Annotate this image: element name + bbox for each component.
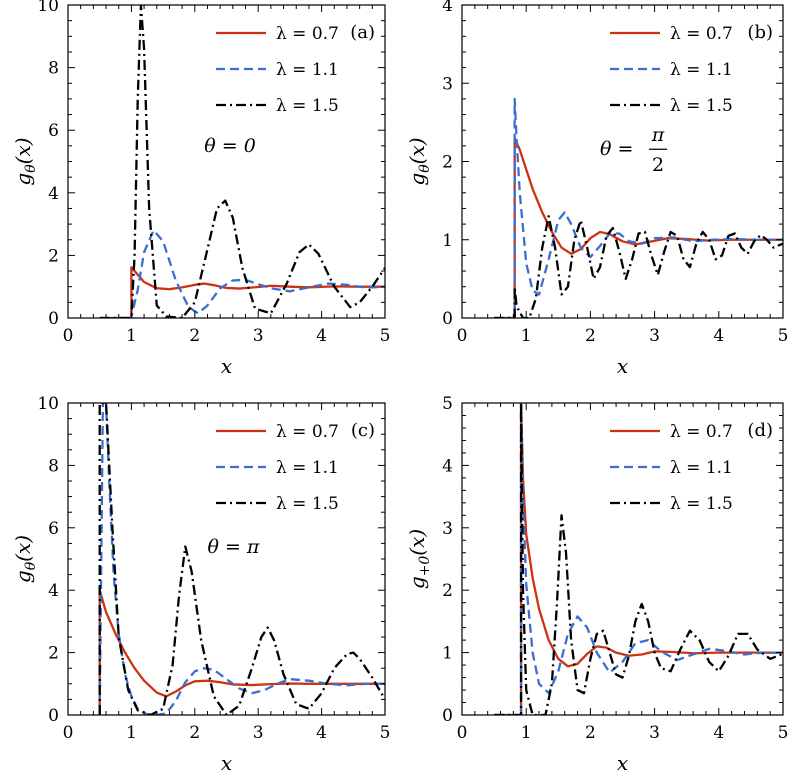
- series-line-1: [494, 136, 783, 318]
- y-tick-label: 0: [442, 706, 453, 726]
- x-tick-label: 4: [316, 723, 327, 743]
- y-tick-label: 4: [48, 581, 59, 601]
- legend-label-3: λ = 1.5: [670, 96, 733, 116]
- panel-tag: (a): [350, 22, 375, 43]
- y-tick-label: 1: [442, 644, 453, 664]
- y-tick-label: 10: [37, 394, 59, 414]
- x-tick-label: 1: [521, 326, 532, 346]
- x-tick-label: 3: [253, 723, 264, 743]
- x-axis-label: x: [617, 354, 628, 378]
- panel-1: 0 1 2 3 4 5 0 2 4 6 8 10 x gθ(x) λ = 0.7 λ = 1.1 λ = 1.5…: [11, 0, 390, 378]
- series-line-1: [98, 589, 385, 715]
- series-line-1: [99, 266, 385, 318]
- y-tick-label: 4: [442, 0, 453, 16]
- legend-label-1: λ = 0.7: [276, 24, 339, 44]
- y-tick-label: 6: [48, 121, 59, 141]
- x-tick-label: 2: [585, 723, 596, 743]
- y-tick-label: 0: [48, 309, 59, 329]
- x-axis-label: x: [221, 751, 232, 775]
- series-line-2: [99, 229, 385, 318]
- x-tick-label: 3: [649, 326, 660, 346]
- series-line-2: [494, 97, 783, 318]
- x-tick-label: 5: [778, 723, 789, 743]
- plot-frame: [67, 402, 386, 716]
- theta-annotation-lhs: θ =: [600, 138, 633, 160]
- series-line-2: [494, 403, 783, 715]
- y-tick-label: 10: [37, 0, 59, 16]
- x-tick-label: 3: [649, 723, 660, 743]
- x-tick-label: 2: [585, 326, 596, 346]
- series-line-2: [98, 403, 385, 715]
- y-axis-label: gθ(x): [11, 535, 39, 583]
- x-tick-label: 0: [457, 723, 468, 743]
- plot-frame: [461, 402, 784, 716]
- y-tick-label: 2: [48, 644, 59, 664]
- legend-label-1: λ = 0.7: [276, 422, 339, 442]
- y-tick-label: 3: [442, 74, 453, 94]
- y-tick-label: 3: [442, 519, 453, 539]
- x-tick-label: 1: [126, 723, 137, 743]
- legend-label-3: λ = 1.5: [276, 494, 339, 514]
- panel-4: 0 1 2 3 4 5 0 1 2 3 4 5 x g+0(x) λ = 0.7 λ = 1.1 λ = 1.5…: [405, 394, 788, 775]
- y-tick-label: 4: [48, 184, 59, 204]
- y-tick-label: 2: [48, 246, 59, 266]
- x-tick-label: 4: [713, 326, 724, 346]
- x-tick-label: 5: [380, 326, 391, 346]
- x-tick-label: 2: [189, 723, 200, 743]
- panel-tag: (c): [351, 420, 375, 441]
- x-tick-label: 3: [253, 326, 264, 346]
- theta-annotation-denominator: 2: [652, 154, 664, 176]
- plot-frame: [67, 4, 386, 319]
- x-tick-label: 1: [126, 326, 137, 346]
- y-tick-label: 0: [442, 309, 453, 329]
- x-tick-label: 0: [457, 326, 468, 346]
- y-axis-label: g+0(x): [405, 529, 433, 589]
- theta-annotation: θ = π: [207, 536, 259, 558]
- x-axis-label: x: [617, 751, 628, 775]
- x-tick-label: 4: [713, 723, 724, 743]
- x-tick-label: 2: [189, 326, 200, 346]
- x-tick-label: 0: [63, 723, 74, 743]
- panel-tag: (b): [747, 22, 773, 43]
- y-tick-label: 2: [442, 581, 453, 601]
- legend-label-2: λ = 1.1: [670, 458, 733, 478]
- y-tick-label: 5: [442, 394, 453, 414]
- legend-label-1: λ = 0.7: [670, 422, 733, 442]
- legend-label-3: λ = 1.5: [276, 96, 339, 116]
- y-tick-label: 0: [48, 706, 59, 726]
- y-tick-label: 2: [442, 153, 453, 173]
- x-tick-label: 5: [778, 326, 789, 346]
- series-line-3: [494, 215, 783, 318]
- series-line-3: [98, 403, 385, 715]
- y-tick-label: 1: [442, 231, 453, 251]
- series-line-1: [494, 403, 783, 715]
- legend-label-1: λ = 0.7: [670, 24, 733, 44]
- theta-annotation: θ = 0: [204, 135, 256, 157]
- y-tick-label: 4: [442, 456, 453, 476]
- series-line-3: [494, 403, 783, 715]
- panel-2: 0 1 2 3 4 5 0 1 2 3 4 x gθ(x) λ = 0.7 λ = 1.1 λ = 1.5 (b…: [405, 0, 788, 378]
- x-axis-label: x: [221, 354, 232, 378]
- plot-frame: [461, 4, 784, 319]
- y-tick-label: 8: [48, 59, 59, 79]
- x-tick-label: 0: [63, 326, 74, 346]
- legend-label-2: λ = 1.1: [670, 60, 733, 80]
- x-tick-label: 4: [316, 326, 327, 346]
- y-axis-label: gθ(x): [405, 137, 433, 185]
- legend-label-2: λ = 1.1: [276, 458, 339, 478]
- x-tick-label: 5: [380, 723, 391, 743]
- panel-tag: (d): [747, 420, 773, 441]
- legend-label-2: λ = 1.1: [276, 60, 339, 80]
- legend-label-3: λ = 1.5: [670, 494, 733, 514]
- panel-3: 0 1 2 3 4 5 0 2 4 6 8 10 x gθ(x) λ = 0.7 λ = 1.1 λ = 1.5…: [11, 394, 390, 775]
- y-axis-label: gθ(x): [11, 137, 39, 185]
- y-tick-label: 8: [48, 456, 59, 476]
- x-tick-label: 1: [521, 723, 532, 743]
- y-tick-label: 6: [48, 519, 59, 539]
- theta-annotation-numerator: π: [651, 124, 665, 146]
- series-line-3: [99, 5, 385, 318]
